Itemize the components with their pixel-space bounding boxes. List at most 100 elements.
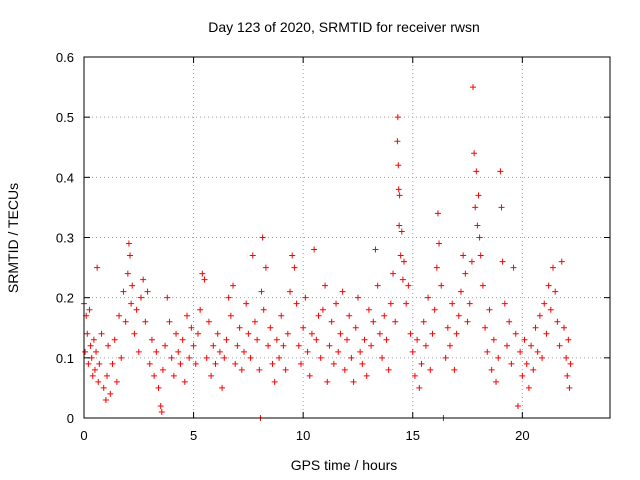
data-point <box>374 282 381 289</box>
data-point <box>102 396 109 403</box>
data-point <box>162 342 169 349</box>
data-point <box>188 324 195 331</box>
data-point <box>433 264 440 271</box>
data-point <box>508 360 515 367</box>
data-point <box>197 306 204 313</box>
data-point <box>476 234 483 241</box>
data-point <box>523 360 530 367</box>
data-point <box>328 318 335 325</box>
data-point <box>521 336 528 343</box>
data-point <box>519 372 526 379</box>
data-point <box>556 342 563 349</box>
data-point <box>409 348 416 355</box>
data-point <box>144 288 151 295</box>
data-point <box>201 276 208 283</box>
data-point <box>111 336 118 343</box>
data-point <box>133 306 140 313</box>
data-point <box>84 330 91 337</box>
data-point <box>317 354 324 361</box>
data-point <box>468 258 475 265</box>
data-point <box>184 312 191 319</box>
data-point <box>510 264 517 271</box>
data-point <box>486 306 493 313</box>
data-point <box>488 366 495 373</box>
data-point <box>300 324 307 331</box>
data-point <box>495 354 502 361</box>
data-point <box>137 294 144 301</box>
data-point <box>514 402 521 409</box>
data-point <box>203 354 210 361</box>
data-point <box>118 354 125 361</box>
data-point <box>397 252 404 259</box>
data-point <box>223 336 230 343</box>
data-point <box>315 312 322 319</box>
data-point <box>541 300 548 307</box>
data-point <box>482 324 489 331</box>
data-point <box>128 300 135 307</box>
data-point <box>100 384 107 391</box>
data-point <box>280 342 287 349</box>
data-point <box>313 336 320 343</box>
data-point <box>498 204 505 211</box>
data-point <box>104 372 111 379</box>
data-point <box>232 360 239 367</box>
data-point <box>534 348 541 355</box>
data-point <box>265 342 272 349</box>
data-point <box>267 324 274 331</box>
data-point <box>324 378 331 385</box>
data-point <box>125 240 132 247</box>
data-point <box>414 336 421 343</box>
data-point <box>395 162 402 169</box>
data-point <box>499 258 506 265</box>
data-point <box>399 276 406 283</box>
data-point <box>225 294 232 301</box>
data-point <box>451 366 458 373</box>
data-point <box>566 384 573 391</box>
x-axis-label: GPS time / hours <box>291 457 398 473</box>
data-point <box>550 264 557 271</box>
data-point <box>552 288 559 295</box>
data-point <box>392 318 399 325</box>
data-point <box>142 318 149 325</box>
data-point <box>308 330 315 337</box>
data-point <box>173 330 180 337</box>
data-point <box>289 252 296 259</box>
data-point <box>359 360 366 367</box>
data-point <box>390 270 397 277</box>
data-point <box>291 264 298 271</box>
data-point <box>322 282 329 289</box>
data-point <box>247 354 254 361</box>
data-point <box>457 288 464 295</box>
data-point <box>506 318 513 325</box>
data-point <box>379 354 386 361</box>
data-point <box>427 366 434 373</box>
data-point <box>333 300 340 307</box>
data-point <box>376 330 383 337</box>
data-point <box>444 324 451 331</box>
chart-title: Day 123 of 2020, SRMTID for receiver rws… <box>208 19 480 35</box>
data-point <box>418 360 425 367</box>
data-point <box>339 288 346 295</box>
y-axis-label: SRMTID / TECUs <box>5 183 21 293</box>
data-point <box>346 312 353 319</box>
data-point <box>153 348 160 355</box>
data-point <box>536 312 543 319</box>
data-point <box>116 312 123 319</box>
data-point <box>259 234 266 241</box>
data-point <box>122 318 129 325</box>
data-point <box>525 384 532 391</box>
data-point <box>319 306 326 313</box>
data-point <box>251 318 258 325</box>
data-point <box>212 360 219 367</box>
data-point <box>517 348 524 355</box>
data-point <box>484 348 491 355</box>
data-point <box>86 306 93 313</box>
y-tick-label: 0 <box>67 411 74 426</box>
data-point <box>532 324 539 331</box>
data-point <box>254 336 261 343</box>
data-point <box>479 282 486 289</box>
data-point <box>113 378 120 385</box>
data-point <box>131 330 138 337</box>
x-tick-label: 20 <box>515 428 529 443</box>
